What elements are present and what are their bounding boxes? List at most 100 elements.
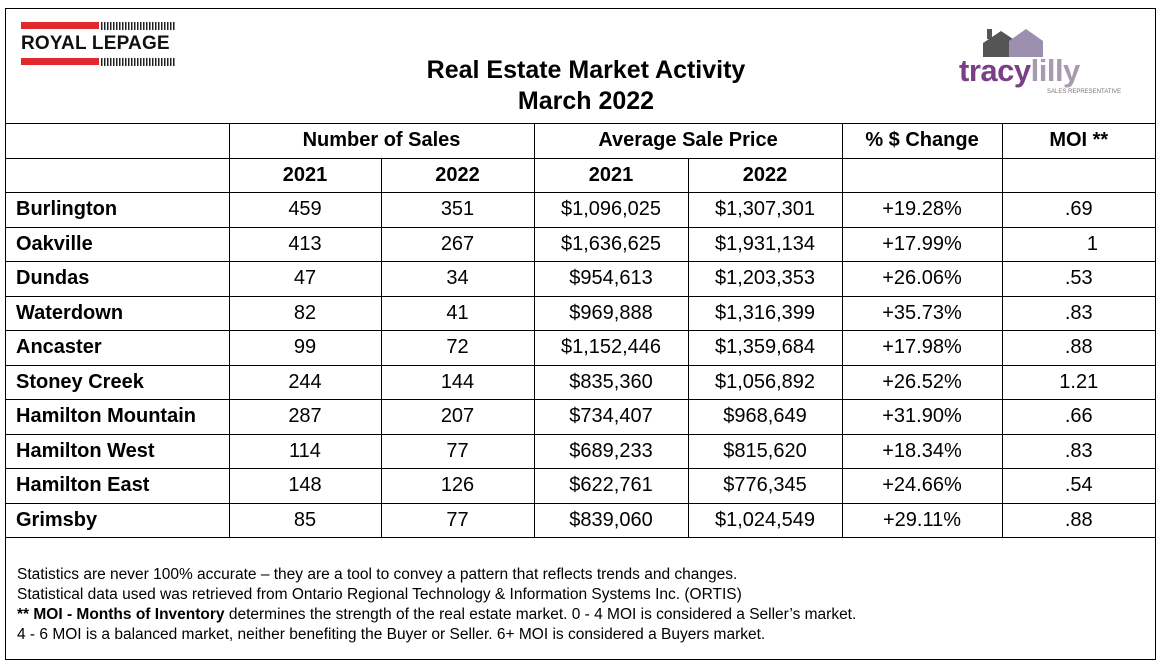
moi-value: 1.21 (1001, 364, 1156, 400)
moi-value: .66 (1001, 399, 1156, 435)
moi-value: .69 (1001, 192, 1156, 228)
area-name: Hamilton West (6, 433, 230, 469)
change-header: % $ Change (841, 123, 1003, 159)
sales-2022: 41 (380, 295, 535, 331)
price-2021: $1,152,446 (533, 330, 689, 366)
moi-value: .88 (1001, 330, 1156, 366)
table-row: Ancaster 99 72 $1,152,446 $1,359,684 +17.98%.… (6, 330, 1156, 366)
sales-2022: 72 (380, 330, 535, 366)
report-title-period: March 2022 (517, 87, 655, 115)
moi-header: MOI ** (1001, 123, 1156, 159)
area-name: Hamilton East (6, 468, 230, 504)
logo-barcode (101, 58, 175, 66)
sales-2021: 459 (228, 192, 382, 228)
sales-2021: 47 (228, 261, 382, 297)
logo-red-bar (21, 58, 99, 65)
sales-2022: 207 (380, 399, 535, 435)
market-activity-table: Number of Sales Average Sale Price % $ C… (6, 123, 1156, 538)
sales-header: Number of Sales (228, 123, 535, 159)
price-2021: $954,613 (533, 261, 689, 297)
area-header-cell (6, 123, 230, 159)
table-row: Hamilton Mountain 287 207 $734,407 $968,649 +… (6, 399, 1156, 435)
price-change: +19.28% (841, 192, 1003, 228)
price-change: +35.73% (841, 295, 1003, 331)
price-change: +17.99% (841, 226, 1003, 262)
tracy-lilly-subtitle: SALES REPRESENTATIVE (1047, 89, 1122, 95)
note-moi-definition: ** MOI - Months of Inventory determines … (17, 605, 1147, 625)
sales-2022-header: 2022 (380, 157, 535, 193)
tracy-lilly-logo: tracylilly SALES REPRESENTATIVE (951, 27, 1141, 109)
price-2022: $1,024,549 (687, 502, 843, 538)
price-2022: $968,649 (687, 399, 843, 435)
table-row: Hamilton East 148 126 $622,761 $776,345 +24.6… (6, 468, 1156, 504)
price-header: Average Sale Price (533, 123, 843, 159)
royal-lepage-wordmark: ROYAL LEPAGE (21, 33, 170, 54)
sales-2021: 114 (228, 433, 382, 469)
table-row: Stoney Creek 244 144 $835,360 $1,056,892 +26.… (6, 364, 1156, 400)
wordmark-tracy: tracy (959, 53, 1031, 88)
price-change: +18.34% (841, 433, 1003, 469)
note-source: Statistical data used was retrieved from… (17, 586, 742, 603)
change-year-cell (841, 157, 1003, 193)
sales-2021: 244 (228, 364, 382, 400)
sales-2021: 148 (228, 468, 382, 504)
sales-2021: 413 (228, 226, 382, 262)
table-row: Grimsby 85 77 $839,060 $1,024,549 +29.11% .88 (6, 502, 1156, 538)
report-header: ROYAL LEPAGE Real Estate Market Activity… (6, 9, 1155, 123)
sales-2022: 144 (380, 364, 535, 400)
sales-2022: 351 (380, 192, 535, 228)
moi-value: .83 (1001, 295, 1156, 331)
sales-2022: 77 (380, 433, 535, 469)
price-2022: $1,931,134 (687, 226, 843, 262)
moi-value: .88 (1001, 502, 1156, 538)
logo-red-bar (21, 22, 99, 29)
area-name: Burlington (6, 192, 230, 228)
area-name: Dundas (6, 261, 230, 297)
moi-value: .53 (1001, 261, 1156, 297)
price-2021-header: 2021 (533, 157, 689, 193)
note-moi-balanced: 4 - 6 MOI is a balanced market, neither … (17, 626, 766, 643)
sales-2021: 82 (228, 295, 382, 331)
price-2022: $1,316,399 (687, 295, 843, 331)
price-2021: $1,096,025 (533, 192, 689, 228)
table-row: Burlington 459 351 $1,096,025 $1,307,301 +19.… (6, 192, 1156, 228)
price-2021: $1,636,625 (533, 226, 689, 262)
table-row: Dundas 47 34 $954,613 $1,203,353 +26.06% .53 (6, 261, 1156, 297)
moi-value: .83 (1001, 433, 1156, 469)
area-name: Waterdown (6, 295, 230, 331)
document-frame: ROYAL LEPAGE Real Estate Market Activity… (5, 8, 1156, 660)
table-row: Waterdown 82 41 $969,888 $1,316,399 +35.73% .8… (6, 295, 1156, 331)
sales-2021-header: 2021 (228, 157, 382, 193)
moi-value: .54 (1001, 468, 1156, 504)
price-2022: $1,359,684 (687, 330, 843, 366)
area-name: Ancaster (6, 330, 230, 366)
price-2022: $776,345 (687, 468, 843, 504)
wordmark-lilly: lilly (1030, 53, 1081, 88)
group-header-row: Number of Sales Average Sale Price % $ C… (6, 123, 1156, 159)
table-row: Hamilton West 114 77 $689,233 $815,620 +18.34… (6, 433, 1156, 469)
price-2022: $815,620 (687, 433, 843, 469)
price-2021: $835,360 (533, 364, 689, 400)
sales-2022: 267 (380, 226, 535, 262)
footnotes: Statistics are never 100% accurate – the… (17, 565, 1147, 645)
moi-year-cell (1001, 157, 1156, 193)
sales-2022: 126 (380, 468, 535, 504)
note-moi-term: ** MOI - Months of Inventory (17, 606, 225, 623)
moi-value: 1 (1001, 226, 1156, 262)
area-name: Oakville (6, 226, 230, 262)
logo-barcode (101, 22, 175, 30)
price-2021: $839,060 (533, 502, 689, 538)
note-accuracy: Statistics are never 100% accurate – the… (17, 566, 738, 583)
sales-2022: 77 (380, 502, 535, 538)
report-title: Real Estate Market Activity March 2022 (336, 55, 836, 117)
sales-2022: 34 (380, 261, 535, 297)
price-2022: $1,203,353 (687, 261, 843, 297)
price-change: +26.52% (841, 364, 1003, 400)
note-moi-text: determines the strength of the real esta… (224, 606, 857, 623)
sales-2021: 287 (228, 399, 382, 435)
price-2022: $1,056,892 (687, 364, 843, 400)
price-change: +26.06% (841, 261, 1003, 297)
sales-2021: 99 (228, 330, 382, 366)
year-header-row: 2021 2022 2021 2022 (6, 157, 1156, 193)
price-2021: $969,888 (533, 295, 689, 331)
